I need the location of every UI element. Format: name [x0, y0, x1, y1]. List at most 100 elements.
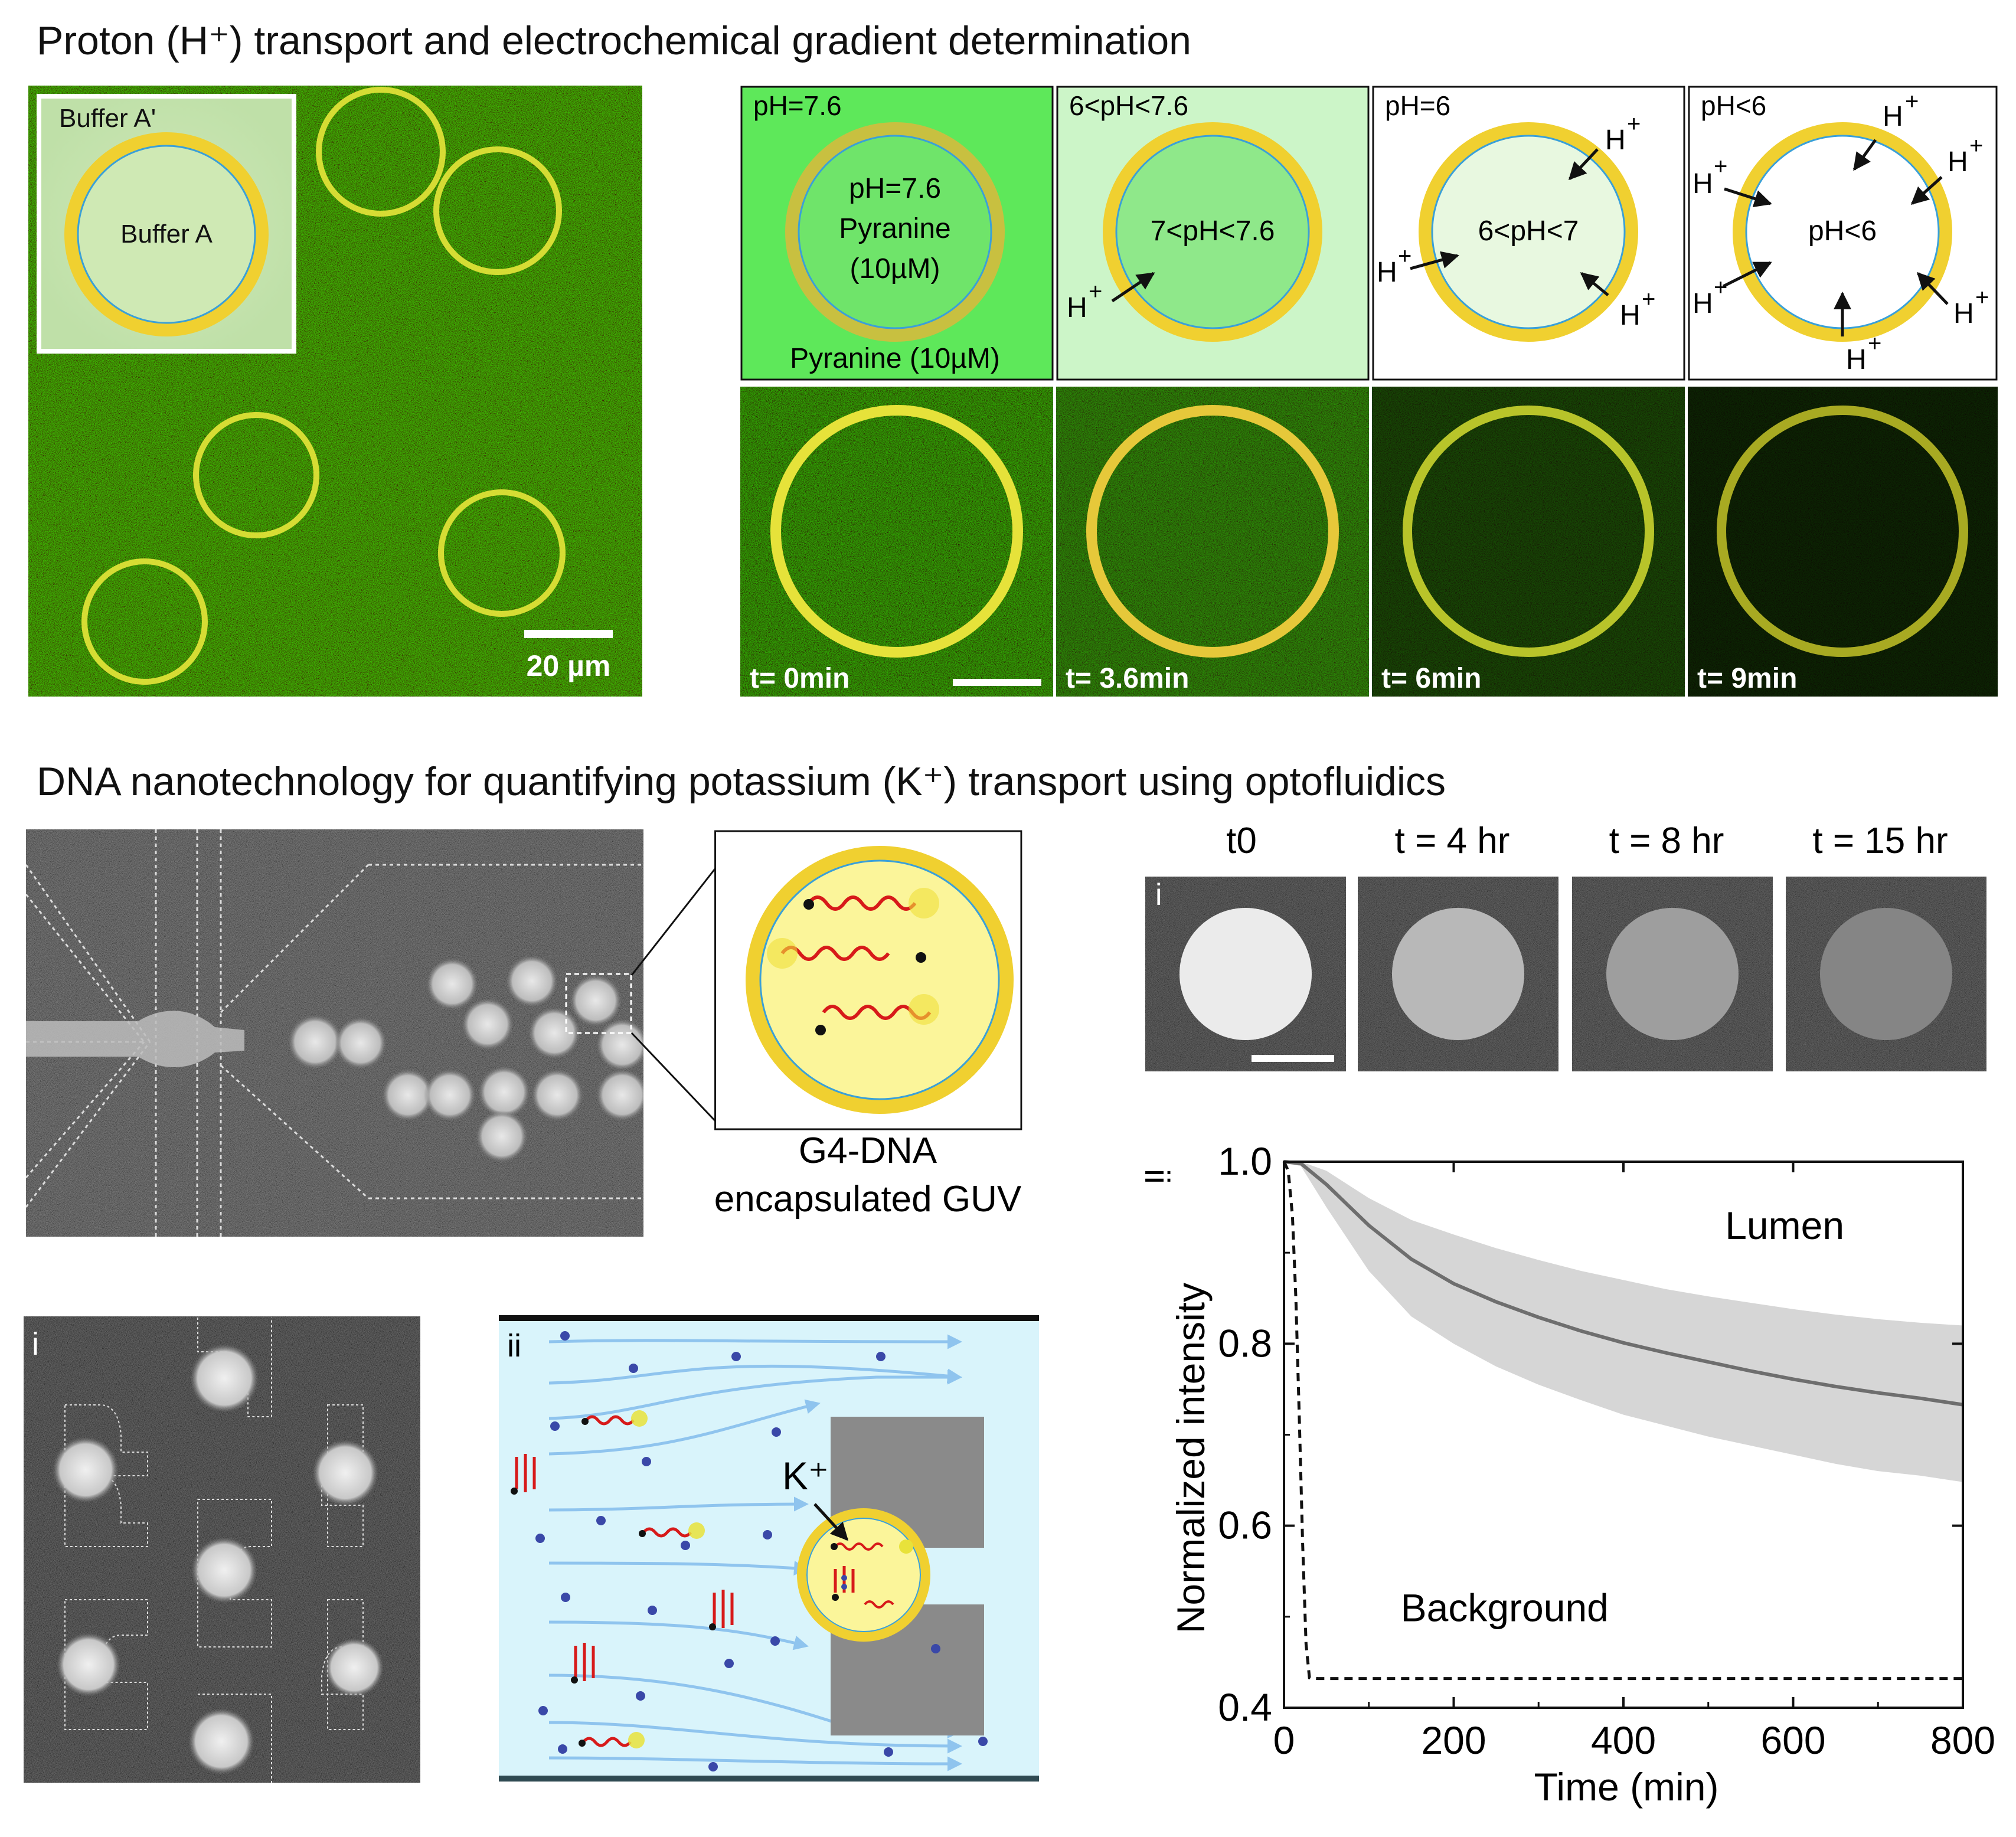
guv-caption-line2: encapsulated GUV — [714, 1179, 1022, 1220]
section2-title: DNA nanotechnology for quantifying potas… — [37, 759, 1446, 804]
guv — [528, 1007, 580, 1059]
proton-timelapse: t= 0min t= 3.6min t= 6min t= 9min — [740, 387, 1998, 697]
guv — [424, 1069, 476, 1121]
svg-text:H: H — [1620, 300, 1641, 331]
guv — [462, 998, 514, 1050]
lumen-series-line — [1283, 1160, 1963, 1407]
buffer-inset: Buffer A' Buffer A — [37, 94, 296, 354]
timeseries-frame — [1786, 877, 1986, 1071]
svg-text:+: + — [1627, 111, 1641, 137]
timeseries-label-4hr: t = 4 hr — [1395, 821, 1510, 861]
timelapse-frame-1: t= 0min — [740, 387, 1053, 697]
ph-schematics: pH=7.6 pH=7.6 Pyranine (10µM) Pyranine (… — [740, 86, 1998, 381]
svg-text:+: + — [1642, 286, 1655, 312]
y-tick-label: 0.6 — [1218, 1503, 1272, 1547]
svg-text:+: + — [1398, 243, 1411, 269]
guv — [288, 1015, 342, 1069]
y-tick-label: 0.4 — [1218, 1685, 1272, 1729]
x-tick-label: 0 — [1273, 1718, 1295, 1762]
svg-text:+: + — [1714, 274, 1727, 300]
guv — [531, 1069, 583, 1121]
proton-micrograph: Buffer A' Buffer A 20 µm — [28, 86, 642, 697]
scalebar-label: 20 µm — [527, 649, 611, 682]
timelapse-frame-3: t= 6min — [1372, 387, 1685, 697]
schematic-4-inner-ph: pH<6 — [1808, 215, 1877, 247]
svg-text:H: H — [1377, 257, 1397, 288]
chart-xlabel: Time (min) — [1534, 1765, 1719, 1809]
x-tick-label: 400 — [1591, 1718, 1656, 1762]
svg-text:H: H — [1605, 125, 1626, 156]
schematic-1-concentration: (10µM) — [850, 253, 940, 285]
schematic-panel-2: 6<pH<7.6 7<pH<7.6 H + — [1056, 86, 1370, 381]
background-annotation: Background — [1401, 1586, 1609, 1630]
guv — [476, 1110, 528, 1162]
timeseries-label-t0: t0 — [1226, 821, 1257, 861]
timeseries-guv — [1179, 908, 1312, 1040]
buffer-a-prime-label: Buffer A' — [59, 104, 156, 133]
timepoint-label: t= 0min — [750, 663, 849, 694]
proton-label: H — [1067, 292, 1087, 323]
schematic-4-outer-ph: pH<6 — [1701, 90, 1766, 121]
k-ion-label: K⁺ — [782, 1454, 829, 1498]
timepoint-label: t= 6min — [1381, 663, 1481, 694]
svg-text:H: H — [1846, 344, 1867, 375]
schematic-1-bottom-label: Pyranine (10µM) — [790, 343, 1000, 374]
schematic-3-outer-ph: pH=6 — [1385, 90, 1450, 121]
section1-title: Proton (H⁺) transport and electrochemica… — [37, 18, 1191, 63]
svg-text:H: H — [1948, 146, 1968, 178]
schematic-panel-3: pH=6 6<pH<7 H + H + H + — [1372, 86, 1685, 381]
guv — [335, 1017, 387, 1069]
trap-panel-i-label: i — [32, 1326, 39, 1362]
y-tick-label: 0.8 — [1218, 1321, 1272, 1365]
guv — [478, 1066, 530, 1118]
chart-ylabel: Normalized intensity — [1169, 1283, 1213, 1633]
lumen-annotation: Lumen — [1725, 1204, 1844, 1247]
trapped-guv — [188, 1708, 254, 1774]
guv-ring — [193, 412, 319, 538]
timeseries-frame — [1358, 877, 1558, 1071]
lumen-error-band — [1284, 1162, 1963, 1482]
background-series-line — [1282, 1161, 1963, 1681]
timeseries-guv — [1392, 908, 1524, 1040]
trapped-guv — [190, 1344, 259, 1413]
timeseries-guv — [1606, 908, 1739, 1040]
svg-text:+: + — [1969, 133, 1983, 159]
svg-text:H: H — [1692, 288, 1713, 319]
trapped-guv — [325, 1638, 384, 1697]
y-tick-label: 1.0 — [1218, 1139, 1272, 1183]
x-tick-label: 200 — [1421, 1718, 1486, 1762]
guv — [506, 955, 558, 1007]
timepoint-label: t= 3.6min — [1066, 663, 1189, 694]
guv — [570, 975, 622, 1027]
guv — [426, 958, 478, 1010]
svg-text:H: H — [1883, 101, 1903, 132]
intensity-chart: Normalized intensity Time (min) ii 0 200 4… — [1139, 1127, 2007, 1824]
guv — [596, 1019, 643, 1071]
guv-caption-line1: G4-DNA — [799, 1130, 937, 1171]
trap-schematic: K⁺ ii — [499, 1315, 1039, 1782]
x-tick-label: 600 — [1760, 1718, 1825, 1762]
svg-text:+: + — [1905, 89, 1919, 115]
timeseries-guv — [1820, 908, 1952, 1040]
svg-text:+: + — [1089, 279, 1102, 305]
svg-text:+: + — [1714, 153, 1727, 179]
guv — [596, 1069, 643, 1121]
guv-zoom-schematic: G4-DNA encapsulated GUV — [626, 826, 1027, 1234]
guv-ring — [81, 558, 208, 685]
timepoint-label: t= 9min — [1697, 663, 1797, 694]
trapped-guv — [191, 1537, 257, 1603]
timeseries-label-8hr: t = 8 hr — [1609, 821, 1724, 861]
svg-text:H: H — [1953, 298, 1974, 329]
x-tick-label: 800 — [1930, 1718, 1995, 1762]
svg-text:H: H — [1692, 168, 1713, 200]
chart-panel-label: ii — [1139, 1169, 1176, 1184]
trap-panel-ii-label: ii — [507, 1328, 521, 1364]
trap-micrograph: i — [24, 1316, 420, 1783]
trapped-guv — [53, 1437, 119, 1503]
schematic-2-inner-ph: 7<pH<7.6 — [1151, 215, 1275, 247]
optofluidic-micrograph — [26, 829, 643, 1237]
guv-ring — [316, 87, 446, 217]
schematic-1-pyranine: Pyranine — [839, 213, 950, 244]
svg-text:+: + — [1975, 285, 1989, 310]
schematic-1-inner-ph: pH=7.6 — [849, 173, 941, 204]
